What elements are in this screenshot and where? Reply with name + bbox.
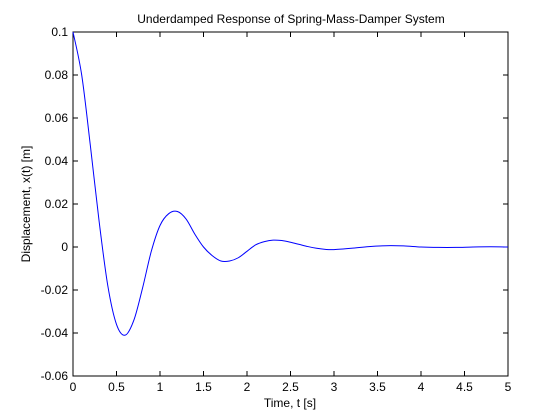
y-tick-label: 0.04 [45,154,69,168]
x-tick-label: 3.5 [369,380,386,394]
y-tick-label: -0.06 [41,369,69,383]
plot-area [72,31,509,377]
y-tick-label: 0.08 [45,68,69,82]
series-line [72,31,509,336]
x-axis-ticks: 0 0.5 1 1.5 2 2.5 3 3.5 4 4.5 5 [70,32,512,394]
x-tick-label: 5 [505,380,512,394]
x-tick-label: 2.5 [282,380,299,394]
x-tick-label: 0.5 [108,380,125,394]
y-axis-label: Displacement, x(t) [m] [19,146,33,263]
y-tick-label: 0 [61,240,68,254]
x-tick-label: 4.5 [456,380,473,394]
series-group [72,31,509,336]
x-tick-label: 0 [70,380,77,394]
y-axis-ticks: -0.06 -0.04 -0.02 0 0.02 0.04 0.06 0.08 0.1 [41,25,508,383]
chart-title: Underdamped Response of Spring-Mass-Damp… [137,12,444,26]
x-tick-label: 2 [244,380,251,394]
x-tick-label: 1 [157,380,164,394]
x-axis-label: Time, t [s] [264,396,316,410]
y-tick-label: 0.1 [51,25,68,39]
y-tick-label: -0.02 [41,283,69,297]
x-tick-label: 3 [331,380,338,394]
y-tick-label: -0.04 [41,326,69,340]
y-tick-label: 0.02 [45,197,69,211]
y-tick-label: 0.06 [45,111,69,125]
x-tick-label: 1.5 [195,380,212,394]
x-tick-label: 4 [418,380,425,394]
